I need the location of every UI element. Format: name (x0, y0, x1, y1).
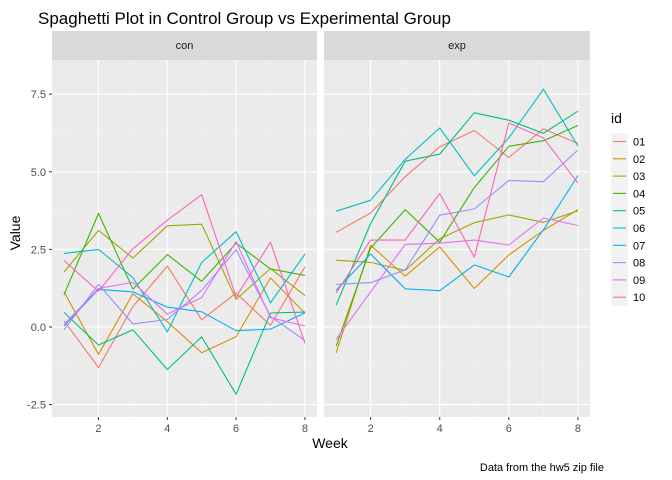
legend-item-02: 02 (611, 150, 645, 168)
legend-item-10: 10 (611, 288, 645, 306)
legend-item-03: 03 (611, 167, 645, 185)
legend-item-05: 05 (611, 202, 645, 220)
plot-area-con (52, 60, 317, 417)
y-axis-title: Value (7, 215, 23, 250)
series-line-con-10 (63, 194, 306, 344)
legend-item-06: 06 (611, 219, 645, 237)
panel-con: con (52, 31, 317, 417)
legend-label: 10 (633, 292, 645, 304)
x-tick-label: 6 (506, 423, 512, 435)
legend-item-08: 08 (611, 254, 645, 272)
legend: id 01 02 03 04 05 06 07 08 09 10 (611, 110, 645, 306)
strip-con (52, 31, 317, 60)
legend-item-09: 09 (611, 271, 645, 289)
legend-item-04: 04 (611, 184, 645, 202)
legend-label: 08 (633, 258, 645, 270)
legend-item-07: 07 (611, 236, 645, 254)
legend-label: 09 (633, 275, 645, 287)
legend-label: 06 (633, 223, 645, 235)
legend-label: 01 (633, 137, 645, 149)
series-line-exp-06 (335, 88, 579, 212)
legend-title: id (611, 110, 622, 126)
legend-label: 03 (633, 171, 645, 183)
legend-label: 02 (633, 154, 645, 166)
series-line-con-04 (63, 212, 306, 295)
x-axis-title: Week (312, 435, 349, 451)
series-line-con-05 (63, 311, 306, 395)
chart-caption: Data from the hw5 zip file (480, 462, 604, 474)
x-tick-label: 8 (302, 423, 308, 435)
legend-label: 07 (633, 240, 645, 252)
y-tick-label: 7.5 (31, 89, 46, 101)
series-line-exp-10 (335, 122, 579, 294)
x-tick-label: 2 (95, 423, 101, 435)
y-tick-label: -2.5 (27, 400, 46, 412)
series-line-exp-01 (335, 128, 579, 233)
series-line-con-09 (63, 241, 306, 327)
lines-con (63, 194, 306, 395)
x-tick-label: 2 (368, 423, 374, 435)
series-line-exp-03 (336, 210, 579, 272)
strip-label-con: con (176, 40, 194, 52)
x-tick-label: 8 (575, 423, 581, 435)
series-line-con-01 (63, 265, 306, 369)
plot-area-exp (324, 60, 590, 417)
x-axis: 2 4 6 8 2 4 6 8 (95, 417, 581, 435)
y-tick-label: 5.0 (31, 167, 46, 179)
y-tick-label: 0.0 (31, 322, 46, 334)
x-tick-label: 6 (233, 423, 239, 435)
series-line-exp-05 (335, 110, 579, 306)
panel-exp: exp (324, 31, 590, 417)
legend-label: 04 (633, 188, 645, 200)
x-tick-label: 4 (437, 423, 443, 435)
legend-items: 01 02 03 04 05 06 07 08 09 10 (611, 133, 645, 306)
y-axis: -2.5 0.0 2.5 5.0 7.5 (27, 89, 52, 412)
lines-exp (335, 88, 579, 354)
y-tick-label: 2.5 (31, 244, 46, 256)
legend-item-01: 01 (611, 133, 645, 150)
series-line-exp-07 (335, 175, 579, 292)
series-line-exp-09 (335, 217, 579, 340)
grid-con (52, 60, 317, 417)
series-line-exp-02 (335, 209, 579, 354)
series-line-con-07 (63, 288, 306, 332)
series-line-con-02 (63, 277, 306, 355)
series-line-con-06 (63, 231, 306, 333)
legend-label: 05 (633, 206, 645, 218)
x-tick-label: 4 (164, 423, 170, 435)
strip-exp (324, 31, 590, 60)
series-line-exp-04 (335, 124, 579, 347)
chart-title: Spaghetti Plot in Control Group vs Exper… (38, 9, 451, 28)
strip-label-exp: exp (448, 40, 466, 52)
series-line-exp-08 (336, 149, 579, 285)
series-line-con-03 (63, 223, 306, 300)
